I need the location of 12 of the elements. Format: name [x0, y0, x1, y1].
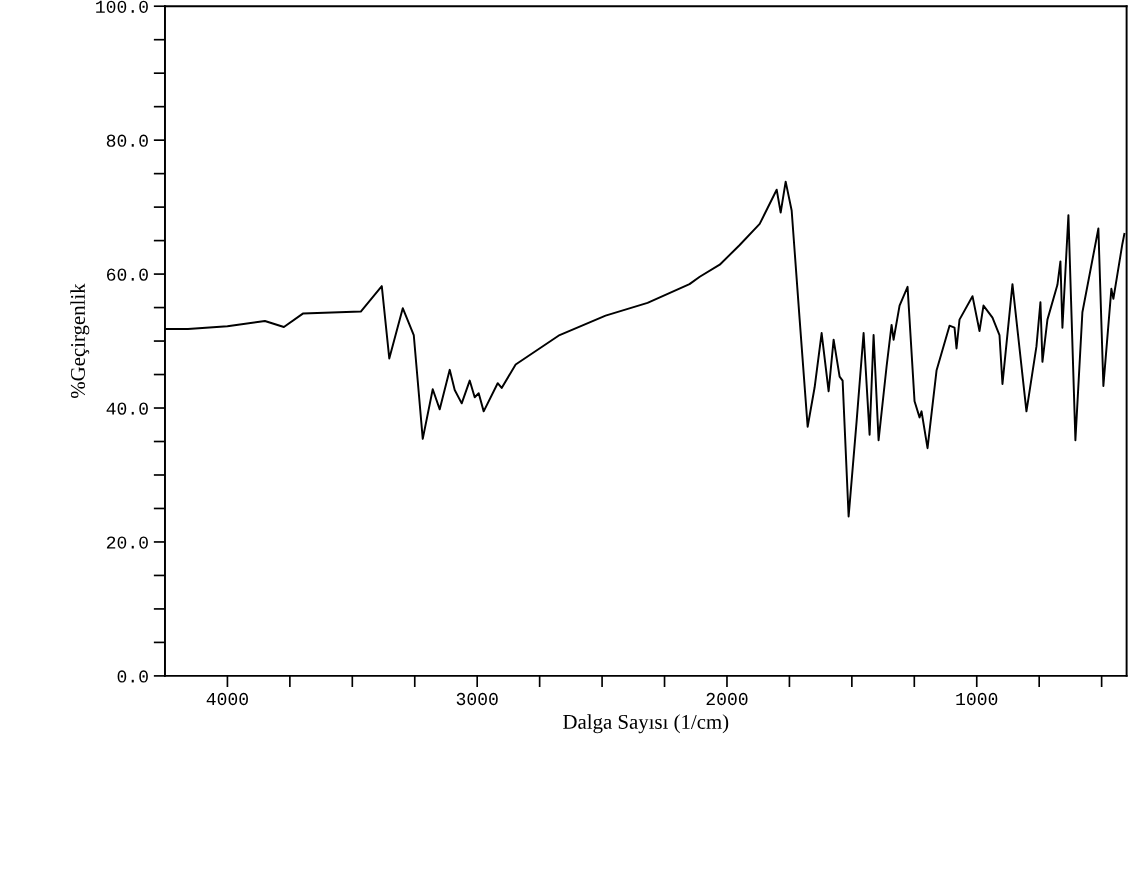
y-axis-title: %Geçirgenlik	[70, 283, 90, 398]
y-tick-label: 80.0	[106, 134, 148, 147]
y-tick-label: 0.0	[117, 670, 148, 683]
x-tick-label: 3000	[456, 692, 498, 706]
x-tick-label: 2000	[706, 692, 748, 706]
y-tick-label: 100.0	[96, 0, 148, 13]
x-tick-label: 1000	[956, 692, 998, 706]
x-axis-title: Dalga Sayısı (1/cm)	[563, 714, 729, 734]
y-tick-label: 40.0	[106, 402, 148, 415]
x-tick-label: 4000	[206, 692, 248, 706]
y-tick-label: 20.0	[106, 536, 148, 549]
y-tick-label: 60.0	[106, 268, 148, 281]
